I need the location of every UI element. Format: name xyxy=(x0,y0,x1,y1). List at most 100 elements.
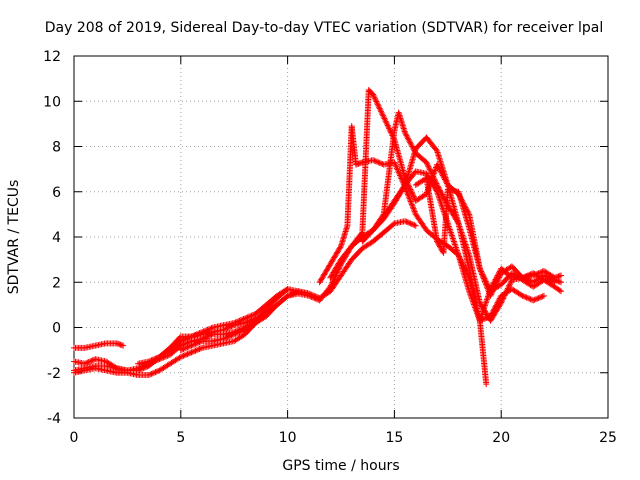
data-point xyxy=(193,340,200,347)
data-point xyxy=(229,331,236,338)
data-point xyxy=(120,342,127,349)
data-point xyxy=(327,282,334,289)
y-tick-label: 6 xyxy=(52,185,61,201)
data-point xyxy=(373,98,380,105)
data-point xyxy=(542,273,549,280)
y-tick-label: 10 xyxy=(43,94,61,110)
data-point xyxy=(148,357,155,364)
data-points xyxy=(71,86,565,388)
data-point xyxy=(205,326,212,333)
data-point xyxy=(203,327,210,334)
data-point xyxy=(184,335,191,342)
data-point xyxy=(462,266,469,273)
data-point xyxy=(329,279,336,286)
data-point xyxy=(135,367,142,374)
data-point xyxy=(233,318,240,325)
data-point xyxy=(378,109,385,116)
data-point xyxy=(188,333,195,340)
data-point xyxy=(331,275,338,282)
data-point xyxy=(492,282,499,289)
data-point xyxy=(372,95,379,102)
data-point xyxy=(520,275,527,282)
data-point xyxy=(523,276,530,283)
data-point xyxy=(189,348,196,355)
data-point xyxy=(380,114,387,121)
data-point xyxy=(249,312,256,319)
series-arc-11 xyxy=(412,175,565,299)
data-point xyxy=(393,165,400,172)
data-point xyxy=(153,355,160,362)
data-point xyxy=(197,345,204,352)
data-point xyxy=(196,345,203,352)
data-point xyxy=(337,244,344,251)
data-point xyxy=(220,335,227,342)
data-point xyxy=(439,191,446,198)
data-point xyxy=(410,221,417,228)
data-point xyxy=(201,327,208,334)
data-point xyxy=(428,169,435,176)
data-point xyxy=(404,191,411,198)
data-point xyxy=(461,264,468,271)
data-point xyxy=(530,297,537,304)
data-point xyxy=(208,325,215,332)
data-point xyxy=(538,293,545,300)
data-point xyxy=(407,220,414,227)
y-tick-label: 8 xyxy=(52,140,61,156)
data-point xyxy=(488,289,495,296)
data-point xyxy=(370,91,377,98)
data-point xyxy=(406,195,413,202)
data-point xyxy=(506,282,513,289)
data-point xyxy=(407,140,414,147)
data-point xyxy=(372,158,379,165)
data-point xyxy=(197,338,204,345)
data-point xyxy=(382,116,389,123)
y-tick-label: -2 xyxy=(47,366,61,382)
data-point xyxy=(540,292,547,299)
data-point xyxy=(195,330,202,337)
data-point xyxy=(371,157,378,164)
y-axis-label: SDTVAR / TECUs xyxy=(6,180,22,295)
data-point xyxy=(412,209,419,216)
data-point xyxy=(477,267,484,274)
data-point xyxy=(487,292,494,299)
data-point xyxy=(412,222,419,229)
data-point xyxy=(498,299,505,306)
data-point xyxy=(505,284,512,291)
data-point xyxy=(526,277,533,284)
data-point xyxy=(536,294,543,301)
data-point xyxy=(386,125,393,132)
data-point xyxy=(395,168,402,175)
data-point xyxy=(410,192,417,199)
data-point xyxy=(383,119,390,126)
data-point xyxy=(377,107,384,114)
data-point xyxy=(89,357,96,364)
data-point xyxy=(180,336,187,343)
data-point xyxy=(494,278,501,285)
data-point xyxy=(179,353,186,360)
data-point xyxy=(155,368,162,375)
data-point xyxy=(526,295,533,302)
data-point xyxy=(148,370,155,377)
data-point xyxy=(522,275,529,282)
data-point xyxy=(435,184,442,191)
data-point xyxy=(427,167,434,174)
data-point xyxy=(532,296,539,303)
data-point xyxy=(137,366,144,373)
data-point xyxy=(435,241,442,248)
data-point xyxy=(84,359,91,366)
data-point xyxy=(408,142,415,149)
data-point xyxy=(207,325,214,332)
data-point xyxy=(427,179,434,186)
data-point xyxy=(501,292,508,299)
data-point xyxy=(328,280,335,287)
data-point xyxy=(185,350,192,357)
data-point xyxy=(496,274,503,281)
data-point xyxy=(88,357,95,364)
y-tick-label: 12 xyxy=(43,49,61,65)
data-point xyxy=(408,199,415,206)
series-arc-1 xyxy=(71,340,127,351)
data-point xyxy=(404,135,411,142)
data-point xyxy=(140,365,147,372)
data-point xyxy=(180,352,187,359)
data-point xyxy=(240,316,247,323)
